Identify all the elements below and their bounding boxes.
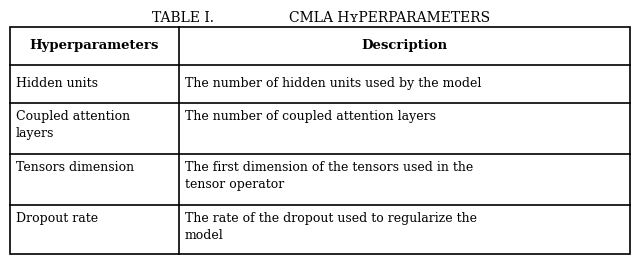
- Text: The number of hidden units used by the model: The number of hidden units used by the m…: [185, 77, 481, 90]
- Bar: [10, 27, 630, 254]
- Text: Tensors dimension: Tensors dimension: [16, 161, 134, 174]
- Text: The first dimension of the tensors used in the
tensor operator: The first dimension of the tensors used …: [185, 161, 473, 191]
- Text: The number of coupled attention layers: The number of coupled attention layers: [185, 110, 436, 123]
- Text: TABLE I.: TABLE I.: [152, 11, 214, 25]
- Text: Hidden units: Hidden units: [16, 77, 98, 90]
- Text: CMLA HʏPERPARAMETERS: CMLA HʏPERPARAMETERS: [289, 11, 491, 25]
- Text: Description: Description: [361, 39, 447, 52]
- Text: Hyperparameters: Hyperparameters: [29, 39, 159, 52]
- Text: Coupled attention
layers: Coupled attention layers: [16, 110, 130, 140]
- Text: The rate of the dropout used to regularize the
model: The rate of the dropout used to regulari…: [185, 212, 477, 242]
- Text: Dropout rate: Dropout rate: [16, 212, 98, 225]
